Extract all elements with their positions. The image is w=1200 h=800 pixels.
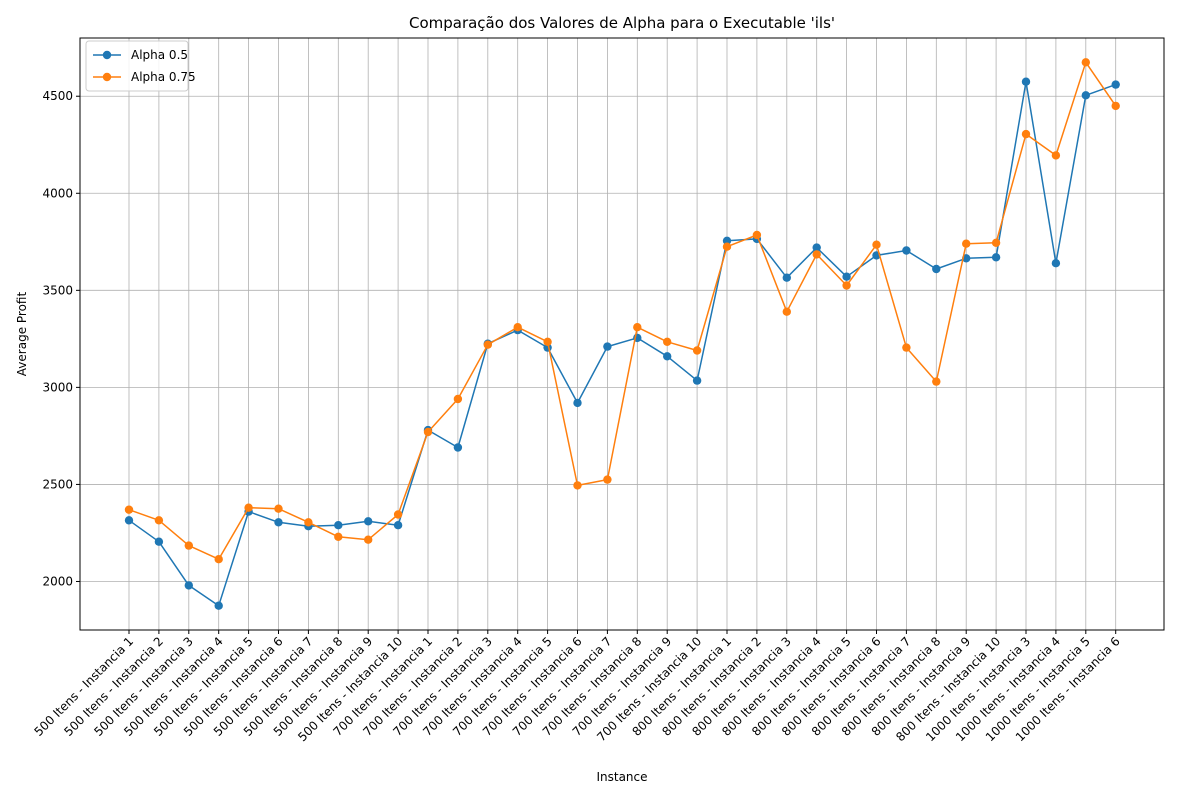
y-tick-label: 4500 — [42, 89, 73, 103]
data-point — [1021, 77, 1031, 86]
data-point — [663, 352, 672, 361]
data-point — [423, 427, 433, 437]
legend-marker — [102, 72, 112, 82]
data-point — [812, 250, 821, 259]
data-point — [1081, 91, 1091, 100]
data-point — [932, 264, 941, 274]
legend-label: Alpha 0.5 — [131, 48, 188, 62]
data-point — [573, 481, 582, 490]
data-point — [872, 240, 881, 249]
data-point — [1051, 259, 1061, 268]
data-point — [782, 273, 791, 282]
data-point — [842, 272, 851, 281]
legend: Alpha 0.5 Alpha 0.75 — [85, 40, 196, 92]
y-tick-label: 2000 — [42, 574, 73, 588]
y-tick-label: 4000 — [42, 186, 73, 200]
data-point — [722, 242, 732, 251]
grid-lines — [80, 38, 1164, 630]
data-point — [184, 541, 193, 550]
series-line — [128, 80, 1116, 607]
series-1 — [124, 77, 1120, 610]
data-point — [214, 601, 223, 610]
data-point — [124, 505, 134, 514]
data-point — [124, 516, 134, 525]
data-point — [902, 343, 911, 352]
data-point — [573, 398, 582, 408]
data-point — [304, 518, 313, 527]
series-line — [128, 61, 1117, 560]
data-point — [842, 281, 851, 290]
data-point — [812, 243, 821, 252]
data-point — [633, 323, 642, 332]
data-point — [603, 342, 612, 351]
data-point — [991, 238, 1001, 247]
data-point — [364, 535, 373, 544]
data-point — [393, 521, 403, 530]
data-point — [603, 475, 612, 484]
data-point — [543, 337, 552, 346]
y-tick-label: 3000 — [42, 380, 73, 394]
data-point — [483, 340, 492, 349]
data-point — [752, 230, 762, 240]
data-point — [214, 555, 223, 564]
data-point — [991, 253, 1001, 262]
data-point — [1081, 58, 1091, 67]
chart-title: Comparação dos Valores de Alpha para o E… — [409, 14, 835, 32]
data-point — [154, 537, 164, 546]
data-point — [692, 376, 702, 385]
data-point — [274, 518, 283, 527]
data-point — [902, 246, 911, 255]
x-axis-label: Instance — [596, 770, 647, 784]
data-point — [1111, 80, 1120, 89]
y-axis: 2000 2500 3000 3500 4000 4500 — [42, 89, 80, 588]
data-point — [1051, 151, 1061, 160]
data-point — [782, 307, 791, 316]
data-point — [962, 239, 971, 248]
data-point — [274, 504, 283, 513]
data-point — [334, 521, 343, 530]
data-point — [663, 337, 672, 346]
data-point — [244, 503, 253, 512]
data-point — [513, 323, 522, 332]
y-tick-label: 2500 — [42, 477, 73, 491]
y-tick-label: 3500 — [42, 283, 73, 297]
data-point — [722, 236, 732, 245]
legend-box — [85, 40, 189, 92]
data-point — [154, 516, 164, 525]
data-point — [334, 532, 343, 541]
data-point — [184, 581, 193, 590]
series-group — [124, 58, 1120, 610]
data-point — [1111, 101, 1120, 111]
data-point — [1021, 129, 1031, 139]
y-axis-label: Average Profit — [15, 292, 29, 377]
plot-frame — [79, 37, 1165, 631]
data-point — [453, 394, 463, 404]
legend-label: Alpha 0.75 — [131, 70, 196, 84]
legend-marker — [102, 50, 112, 60]
data-point — [364, 517, 373, 526]
data-point — [393, 510, 403, 519]
data-point — [692, 346, 702, 355]
data-point — [932, 377, 941, 386]
series-2 — [124, 58, 1120, 564]
data-point — [453, 443, 463, 452]
